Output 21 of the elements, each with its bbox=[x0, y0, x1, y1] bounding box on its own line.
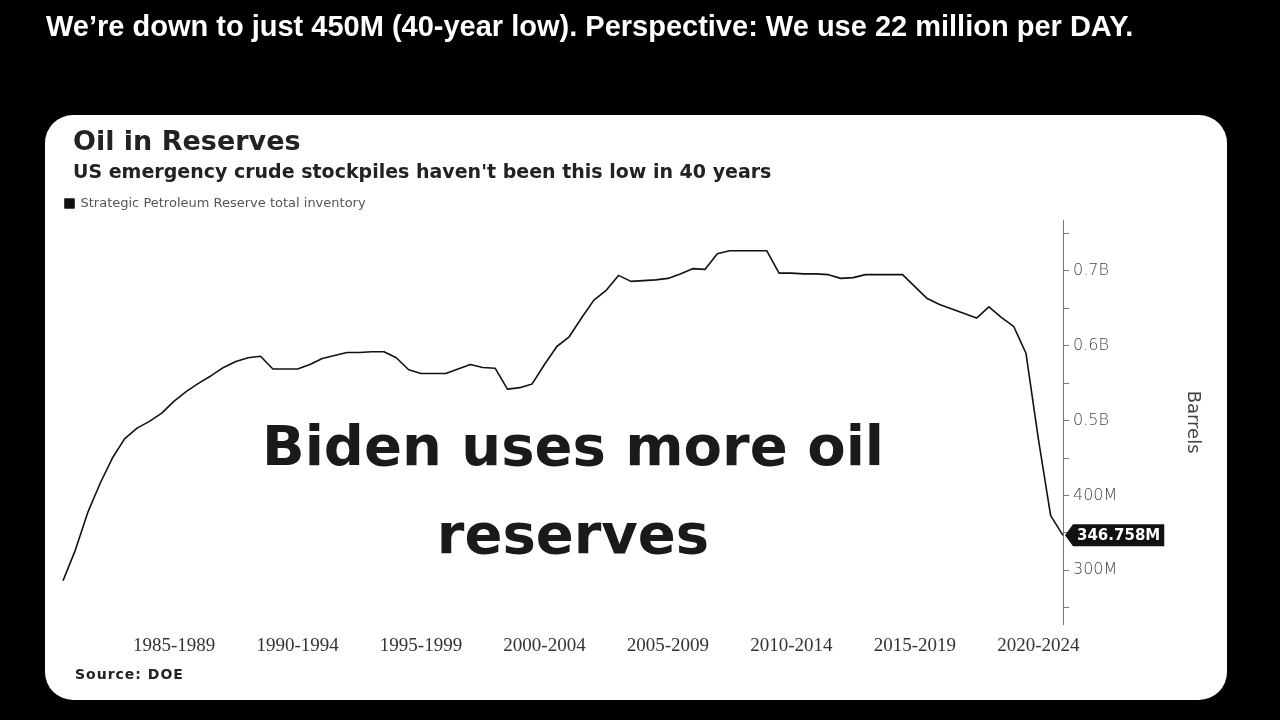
x-tick-label: 2005-2009 bbox=[626, 633, 710, 655]
y-tick-label: 300M bbox=[1073, 559, 1118, 579]
chart-title: Oil in Reserves bbox=[73, 125, 301, 156]
annotation: Biden uses more oil reserves bbox=[261, 413, 885, 567]
x-tick-label: 1985-1989 bbox=[132, 633, 216, 655]
x-tick-label: 1995-1999 bbox=[379, 633, 463, 655]
source-note: Source: DOE bbox=[75, 666, 184, 682]
text: 346.758M bbox=[1077, 526, 1161, 545]
y-tick-label: 400M bbox=[1073, 484, 1118, 504]
text: We’re down to just 450M (40-year low). Perspective: We use 22 million per DAY. bbox=[46, 9, 1135, 44]
legend-label: Strategic Petroleum Reserve total inventory bbox=[80, 194, 366, 210]
x-tick-label: 2015-2019 bbox=[873, 633, 957, 655]
chart-subtitle: US emergency crude stockpiles haven't been this low in 40 years bbox=[73, 160, 772, 182]
x-tick-label: 2020-2024 bbox=[997, 633, 1080, 655]
y-tick-label: 0.6B bbox=[1073, 334, 1109, 354]
x-tick-label: 2000-2004 bbox=[503, 633, 587, 655]
y-axis-title: Barrels bbox=[1183, 390, 1205, 454]
y-tick-label: 0.7B bbox=[1073, 260, 1109, 280]
x-tick-label: 2010-2014 bbox=[750, 633, 834, 655]
y-tick-label: 0.5B bbox=[1073, 409, 1109, 429]
x-tick-label: 1990-1994 bbox=[256, 633, 340, 655]
